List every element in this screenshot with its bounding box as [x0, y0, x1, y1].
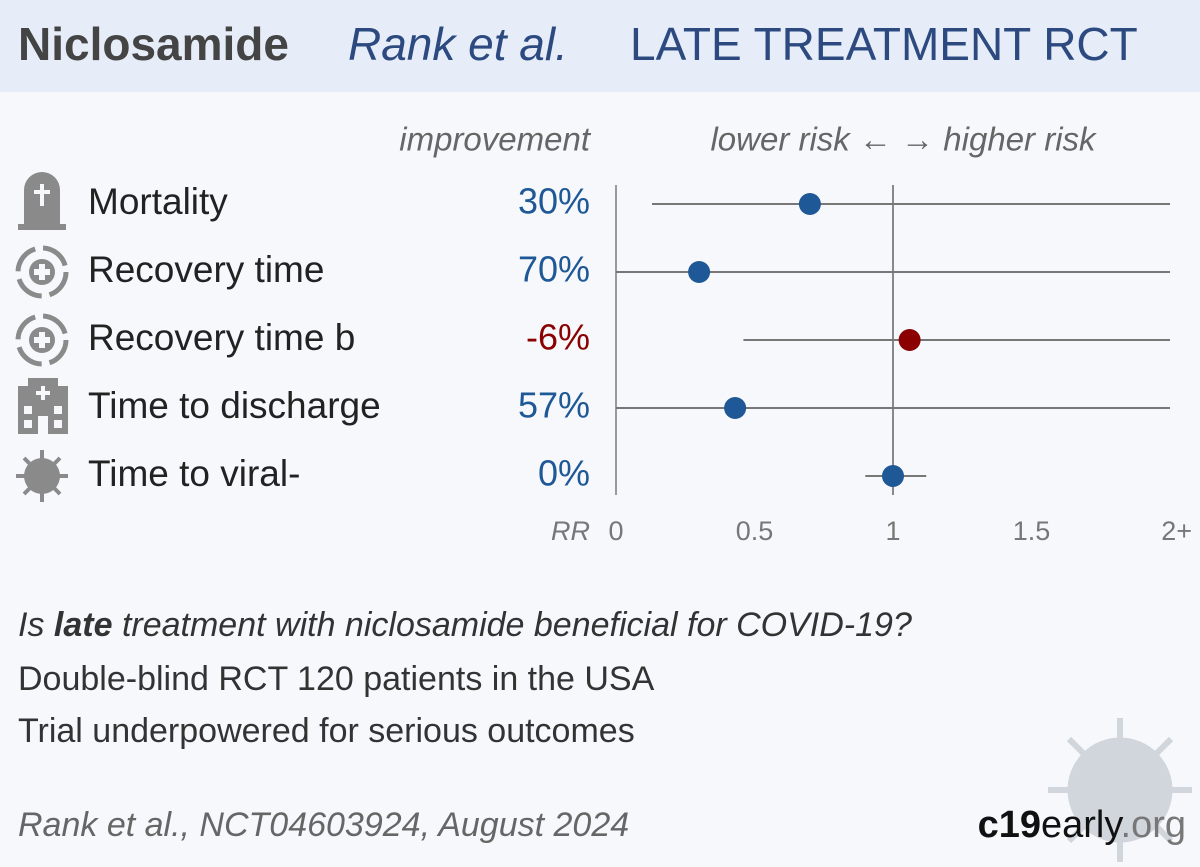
summary-line: Double-blind RCT 120 patients in the USA — [18, 660, 655, 698]
brand-part: early — [1041, 804, 1123, 846]
x-tick-label: 0 — [608, 516, 623, 546]
improvement-label: 70% — [518, 249, 590, 290]
question-part: Is — [18, 606, 54, 644]
improvement-label: -6% — [526, 317, 590, 358]
point-estimate — [724, 397, 747, 419]
outcome-label: Recovery time b — [88, 317, 355, 358]
point-estimate — [688, 261, 711, 283]
study-title: Rank et al. — [348, 18, 568, 70]
brand: c19early.org — [978, 804, 1186, 846]
axis-caption: lower risk ← → higher risk — [710, 121, 1097, 158]
outcome-label: Time to discharge — [88, 385, 381, 426]
title-band — [0, 0, 1200, 92]
question-emphasis: late — [54, 606, 113, 644]
brand-part: c19 — [978, 804, 1041, 846]
setting-title: LATE TREATMENT RCT — [630, 18, 1138, 70]
hospital-icon — [18, 378, 68, 434]
x-tick-label: 0.5 — [736, 516, 774, 546]
point-estimate — [882, 465, 904, 487]
outcome-label: Mortality — [88, 181, 228, 222]
brand-part: .org — [1121, 804, 1186, 846]
point-estimate — [898, 329, 921, 351]
question: Is late treatment with niclosamide benef… — [18, 606, 912, 644]
improvement-label: 0% — [538, 453, 590, 494]
drug-title: Niclosamide — [18, 18, 289, 70]
question-part: treatment with niclosamide beneficial fo… — [113, 606, 912, 644]
summary-line: Trial underpowered for serious outcomes — [18, 712, 635, 750]
recovery-icon — [15, 313, 69, 367]
virus-icon — [16, 450, 68, 502]
citation: Rank et al., NCT04603924, August 2024 — [18, 806, 629, 844]
x-axis-label: RR — [551, 516, 590, 546]
cross-icon — [34, 190, 50, 194]
outcome-label: Recovery time — [88, 249, 324, 290]
x-tick-label: 2+ — [1161, 516, 1192, 546]
icons — [15, 172, 69, 502]
x-tick-label: 1.5 — [1013, 516, 1051, 546]
recovery-icon — [15, 245, 69, 299]
tombstone-base — [18, 224, 66, 230]
outcome-label: Time to viral- — [88, 453, 300, 494]
column-label: improvement — [399, 121, 592, 158]
improvement-label: 30% — [518, 181, 590, 222]
improvement-label: 57% — [518, 385, 590, 426]
cross-icon — [40, 184, 44, 206]
x-tick-label: 1 — [885, 516, 900, 546]
virus-decoration — [1048, 718, 1192, 862]
point-estimate — [798, 193, 821, 215]
